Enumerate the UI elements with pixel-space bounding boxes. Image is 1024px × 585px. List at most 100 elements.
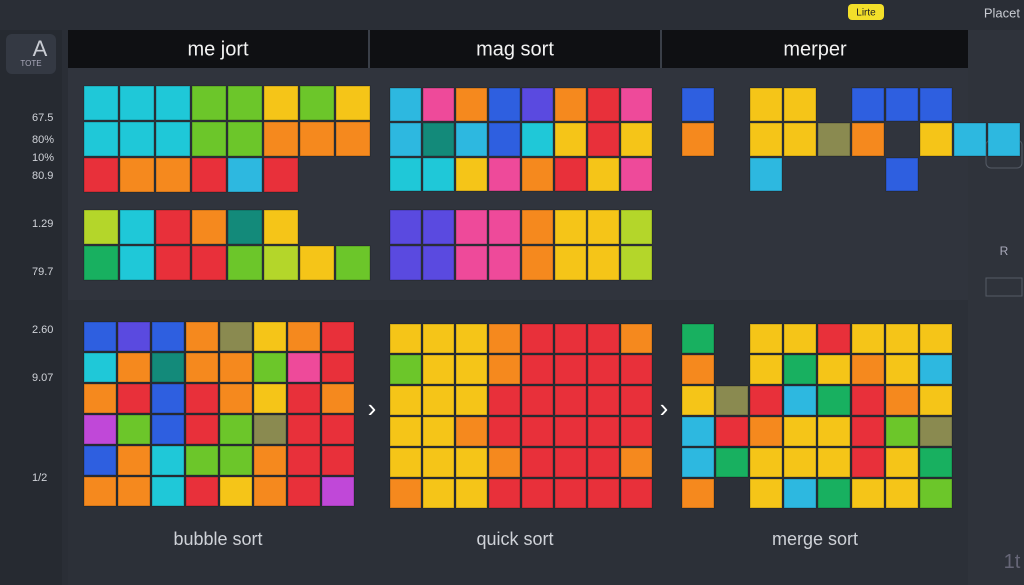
tile: [321, 445, 355, 476]
tile: [620, 385, 653, 416]
tile: [151, 352, 185, 383]
tile: [587, 245, 620, 281]
place-label[interactable]: Placet: [984, 5, 1021, 20]
tile: [919, 87, 953, 122]
tile: [521, 323, 554, 354]
tile: [151, 383, 185, 414]
tile: [422, 478, 455, 509]
tile: [155, 245, 191, 281]
tile: [422, 245, 455, 281]
panel-caption: bubble sort: [173, 529, 262, 549]
badge-box: [848, 4, 884, 20]
sidebar-value: 67.5: [32, 112, 53, 124]
tile: [783, 87, 817, 122]
logo-box: [6, 34, 56, 74]
tile: [620, 245, 653, 281]
tile: [83, 321, 117, 352]
tile: [488, 385, 521, 416]
tile: [749, 122, 783, 157]
tile: [554, 478, 587, 509]
tile: [681, 385, 715, 416]
tile: [455, 354, 488, 385]
tile: [151, 445, 185, 476]
tile: [681, 447, 715, 478]
tile: [422, 157, 455, 192]
tile: [749, 323, 783, 354]
tile: [521, 245, 554, 281]
tile: [919, 354, 953, 385]
tile: [620, 209, 653, 245]
tile: [851, 323, 885, 354]
separator: ›: [660, 393, 669, 423]
tile: [455, 447, 488, 478]
logo-text: TOTE: [20, 59, 41, 68]
tile: [587, 447, 620, 478]
tile: [783, 416, 817, 447]
tile: [335, 85, 371, 121]
tile: [335, 245, 371, 281]
tile: [587, 416, 620, 447]
tile: [155, 121, 191, 157]
tile: [885, 157, 919, 192]
header-bar: [68, 30, 968, 68]
separator: ›: [368, 393, 377, 423]
tile: [389, 478, 422, 509]
tile: [817, 323, 851, 354]
tile: [389, 209, 422, 245]
panel-title: me jort: [187, 38, 249, 60]
tile: [389, 157, 422, 192]
tile: [521, 416, 554, 447]
panel-title: merper: [783, 38, 847, 60]
tile: [587, 385, 620, 416]
tile: [185, 414, 219, 445]
tile: [185, 445, 219, 476]
tile: [185, 321, 219, 352]
tile: [287, 383, 321, 414]
tile: [488, 122, 521, 157]
tile: [151, 414, 185, 445]
tile: [219, 445, 253, 476]
tile: [455, 87, 488, 122]
tile: [219, 383, 253, 414]
tile: [521, 87, 554, 122]
tile: [488, 157, 521, 192]
tile: [885, 354, 919, 385]
tile: [783, 354, 817, 385]
tile: [389, 87, 422, 122]
tile: [191, 157, 227, 193]
tile: [185, 352, 219, 383]
tile: [422, 354, 455, 385]
tile: [488, 87, 521, 122]
sidebar-value: 1.29: [32, 218, 53, 230]
tile: [620, 478, 653, 509]
tile: [321, 321, 355, 352]
tile: [488, 478, 521, 509]
tile: [83, 383, 117, 414]
panel-caption: quick sort: [476, 529, 553, 549]
tile: [117, 321, 151, 352]
side-button[interactable]: [985, 277, 1023, 297]
tile: [488, 245, 521, 281]
tile: [521, 209, 554, 245]
logo-icon: A: [33, 36, 48, 61]
tile: [389, 323, 422, 354]
tile: [554, 209, 587, 245]
tile: [521, 122, 554, 157]
tile: [749, 385, 783, 416]
tile: [227, 157, 263, 193]
tile: [620, 122, 653, 157]
tile: [953, 122, 987, 157]
tile: [422, 209, 455, 245]
tile: [851, 478, 885, 509]
tile: [488, 416, 521, 447]
tile: [227, 245, 263, 281]
tile: [749, 447, 783, 478]
tile: [263, 85, 299, 121]
tile: [263, 209, 299, 245]
tile: [851, 385, 885, 416]
tile: [389, 122, 422, 157]
tile: [885, 323, 919, 354]
badge[interactable]: Lirte: [856, 8, 876, 19]
